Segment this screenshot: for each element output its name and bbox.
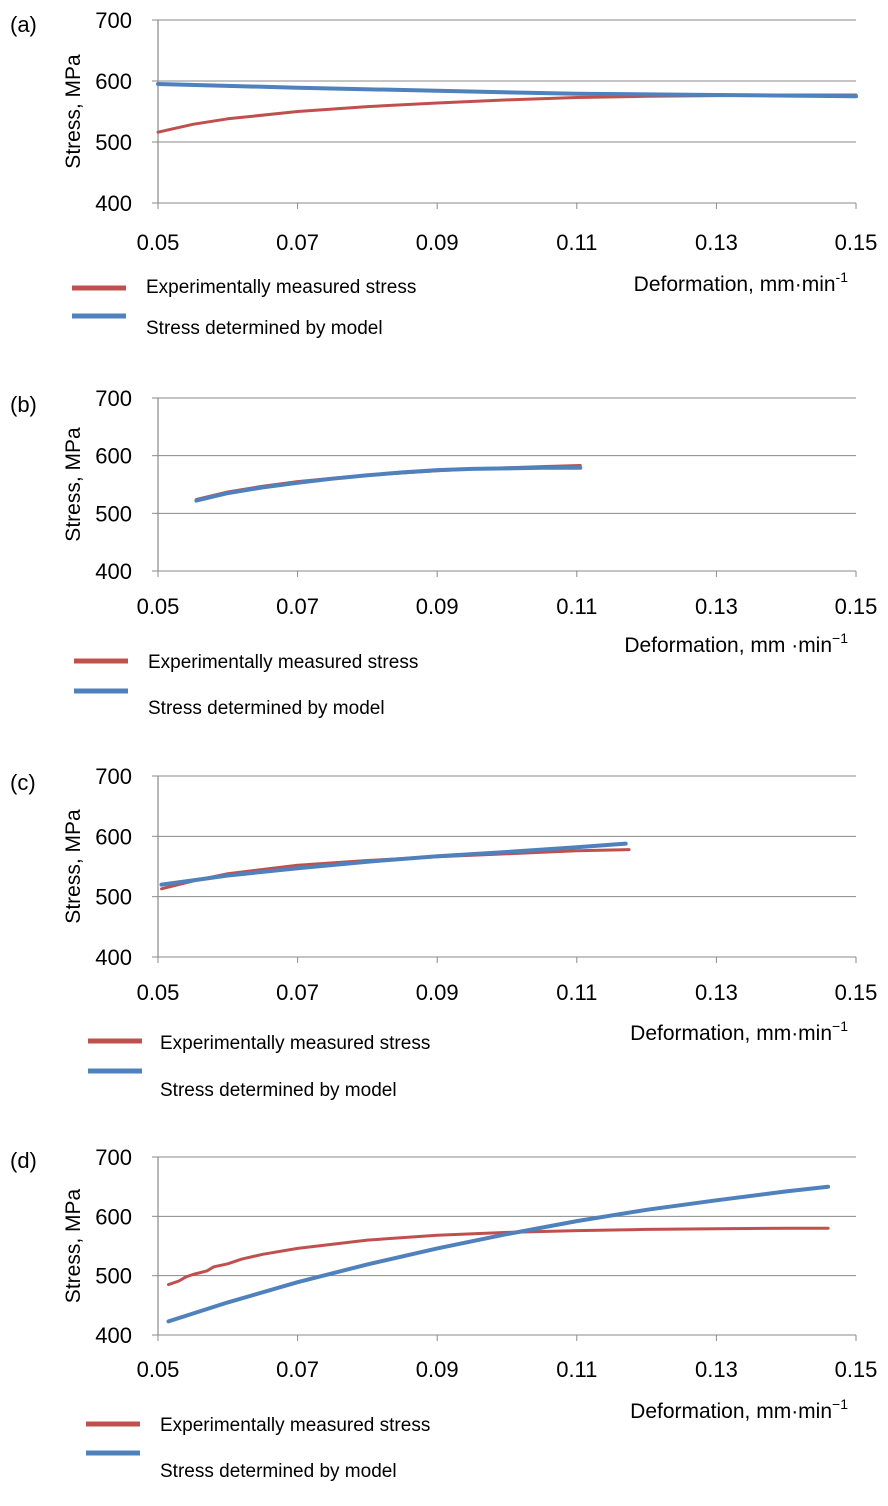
x-tick-label: 0.05: [137, 594, 180, 619]
y-tick-label: 500: [95, 130, 132, 155]
x-tick-label: 0.11: [556, 1357, 597, 1382]
legend-label: Experimentally measured stress: [160, 1033, 430, 1054]
x-tick-label: 0.09: [416, 230, 459, 255]
x-axis-label-superscript: -1: [836, 269, 849, 285]
x-tick-label: 0.11: [556, 230, 597, 255]
y-tick-label: 600: [95, 69, 132, 94]
x-axis-label-superscript: −1: [832, 1396, 848, 1412]
panel-label: (c): [10, 770, 36, 795]
series-line-model: [159, 841, 628, 887]
x-axis-label: Deformation, mm·min−1: [630, 1018, 848, 1045]
y-axis-label: Stress, MPa: [62, 54, 85, 169]
y-axis-label: Stress, MPa: [62, 1189, 85, 1304]
x-tick-label: 0.07: [276, 1357, 319, 1382]
chart-panel-c: (c) 400 500 600 700 0.05 0.07 0.09 0.11 0.13 0.15 S…: [10, 764, 877, 1101]
x-tick-label: 0.13: [695, 1357, 738, 1382]
chart-panel-b: (b) 400 500 600 700 0.05 0.07 0.09 0.11 0.13 0.15 S…: [10, 386, 877, 719]
series-line-experimental: [156, 93, 858, 134]
x-tick-label: 0.05: [137, 230, 180, 255]
y-tick-label: 600: [95, 824, 132, 849]
y-tick-label: 700: [95, 386, 132, 411]
y-tick-label: 600: [95, 444, 132, 469]
y-tick-label: 400: [95, 1323, 132, 1348]
legend-label: Stress determined by model: [146, 318, 383, 339]
y-tick-label: 700: [95, 764, 132, 789]
x-axis-label: Deformation, mm·min-1: [634, 269, 849, 296]
x-tick-label: 0.13: [695, 230, 738, 255]
x-axis-label-superscript: −1: [832, 630, 848, 646]
y-tick-label: 500: [95, 501, 132, 526]
x-tick-label: 0.13: [695, 980, 738, 1005]
x-tick-label: 0.15: [835, 980, 878, 1005]
legend-label: Experimentally measured stress: [160, 1415, 430, 1436]
legend-label: Stress determined by model: [160, 1080, 397, 1101]
x-tick-label: 0.09: [416, 594, 459, 619]
chart-panel-a: (a) 400 500 600 700 0.05 0.07 0.09 0.11 0.13 0.15 S…: [10, 8, 877, 339]
panel-label: (a): [10, 12, 37, 37]
series-line-experimental: [160, 848, 631, 891]
y-tick-label: 700: [95, 1145, 132, 1170]
x-tick-label: 0.15: [835, 594, 878, 619]
x-tick-label: 0.05: [137, 1357, 180, 1382]
x-tick-label: 0.11: [556, 980, 597, 1005]
x-axis-label-superscript: −1: [832, 1018, 848, 1034]
y-tick-label: 500: [95, 1264, 132, 1289]
x-tick-label: 0.07: [276, 230, 319, 255]
chart-panel-d: (d) 400 500 600 700 0.05 0.07 0.09 0.11 0.13 0.15 S…: [10, 1145, 877, 1482]
legend-label: Stress determined by model: [148, 698, 385, 719]
y-tick-label: 500: [95, 885, 132, 910]
x-tick-label: 0.09: [416, 980, 459, 1005]
y-tick-label: 400: [95, 559, 132, 584]
series-line-model: [166, 1184, 831, 1324]
panel-label: (d): [10, 1148, 37, 1173]
x-axis-label: Deformation, mm ·min−1: [624, 630, 848, 657]
x-tick-label: 0.11: [556, 594, 597, 619]
x-tick-label: 0.07: [276, 594, 319, 619]
y-tick-label: 400: [95, 945, 132, 970]
y-axis-label: Stress, MPa: [62, 809, 85, 924]
x-tick-label: 0.07: [276, 980, 319, 1005]
x-axis-label: Deformation, mm·min−1: [630, 1396, 848, 1423]
legend-label: Experimentally measured stress: [148, 652, 418, 673]
y-tick-label: 700: [95, 8, 132, 33]
y-tick-label: 600: [95, 1204, 132, 1229]
x-tick-label: 0.13: [695, 594, 738, 619]
x-tick-label: 0.15: [835, 1357, 878, 1382]
y-tick-label: 400: [95, 191, 132, 216]
y-axis-label: Stress, MPa: [62, 427, 85, 542]
x-tick-label: 0.15: [835, 230, 878, 255]
series-line-experimental: [194, 464, 582, 501]
x-tick-label: 0.05: [137, 980, 180, 1005]
series-line-model: [194, 465, 583, 503]
series-line-model: [156, 82, 858, 99]
series-line-experimental: [167, 1226, 830, 1287]
legend-label: Stress determined by model: [160, 1461, 397, 1482]
x-tick-label: 0.09: [416, 1357, 459, 1382]
panel-label: (b): [10, 392, 37, 417]
legend-label: Experimentally measured stress: [146, 277, 416, 298]
